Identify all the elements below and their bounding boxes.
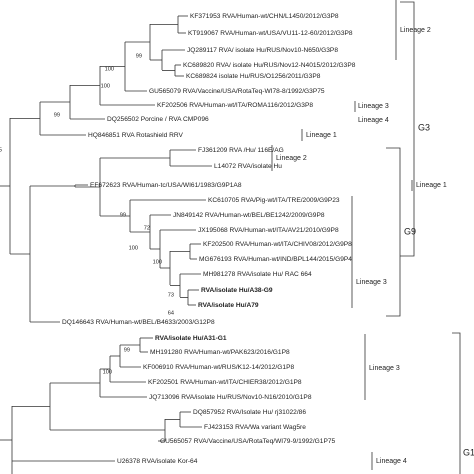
leaf-label: KF202500 RVA/Human-wt/ITA/CHIV08/2012/G9… [203,241,352,248]
leaf-label: RVA/isolate Hu/A79 [198,302,259,309]
leaf-label: DQ857952 RVA/Isolate Hu/ rj31022/86 [193,409,306,416]
leaf-label: GU565079 RVA/Vaccine/USA/RotaTeq-WI78-8/… [149,88,325,95]
lineage-label: Lineage 2 [400,27,431,34]
leaf-label: JX195068 RVA/Human-wt/ITA/AV21/2010/G9P8 [198,227,339,234]
leaf-label: KC689824 isolate Hu/RUS/O1256/2011/G3P8 [186,73,321,80]
genotype-bracket [452,332,461,474]
lineage-label: Lineage 2 [276,155,307,162]
leaf-label: U26378 RVA/isolate Kor-64 [117,458,198,465]
bootstrap-value: 100 [153,259,162,265]
leaf-label: L14072 RVA/isolate Hu [214,163,282,170]
leaf-label: DQ256502 Porcine / RVA CMP096 [107,116,209,123]
bootstrap-value: 100 [103,369,112,375]
genotype-label: G9 [404,226,416,236]
leaf-label: MH981278 RVA/isolate Hu/ RAC 664 [203,271,312,278]
genotype-label: G3 [418,122,430,132]
bootstrap-value: 72 [144,225,150,231]
lineage-label: Lineage 4 [376,458,407,465]
bootstrap-value: 64 [168,310,174,316]
leaf-label: MH191280 RVA/Human-wt/PAK623/2016/G1P8 [150,349,290,356]
leaf-label: FJ423153 RVA/Wa variant Wag5re [204,424,306,431]
genotype-bracket [400,1,415,257]
bootstrap-value: 99 [54,112,60,118]
leaf-label: HQ846851 RVA Rotashield RRV [88,132,184,139]
leaf-label: JN849142 RVA/Human-wt/BEL/BE1242/2009/G9… [173,212,325,219]
leaf-label: DQ146643 RVA/Human-wt/BEL/B4633/2003/G12… [62,319,215,326]
leaf-label: KF202501 RVA/Human-wt/ITA/CHIER38/2012/G… [148,379,302,386]
leaf-label: KT919067 RVA/Human-wt/USA/VU11-12-60/201… [188,30,353,37]
leaf-label: FJ361209 RVA /Hu/ 116E/AG [198,147,284,154]
leaf-label: KC610705 RVA/Pig-wt/ITA/TRE/2009/G9P23 [208,197,340,204]
bootstrap-value: 73 [168,292,174,298]
leaf-label: KF371953 RVA/Human-wt/CHN/L1450/2012/G3P… [190,13,339,20]
bootstrap-value: 55 [0,147,2,153]
genotype-bracket [386,147,401,317]
lineage-label: Lineage 1 [416,182,447,189]
bootstrap-value: 99 [124,347,130,353]
leaf-label: KF006910 RVA/Human-wt/RUS/K12-14/2012/G1… [143,364,294,371]
lineage-label: Lineage 4 [358,117,389,124]
leaf-label: MG676193 RVA/Human-wt/IND/BPL144/2015/G9… [199,256,352,263]
lineage-label: Lineage 1 [306,132,337,139]
leaf-label: EF672623 RVA/Human-tc/USA/WI61/1983/G9P1… [90,182,242,189]
leaf-label: RVA/isolate Hu/A38-G9 [201,287,273,294]
bootstrap-value: 100 [105,66,114,72]
lineage-label: Lineage 3 [358,103,389,110]
leaf-label: JQ289117 RVA/ isolate Hu/RUS/Nov10-N650/… [187,47,338,54]
leaf-label: KF202506 RVA/Human-wt/ITA/ROMA116/2012/G… [157,102,313,109]
lineage-label: Lineage 3 [356,279,387,286]
leaf-label: RVA/isolate Hu/A31-G1 [155,335,227,342]
bootstrap-value: 100 [129,245,138,251]
leaf-label: GU565057 RVA/Vaccine/USA/RotaTeq/WI79-9/… [160,438,336,445]
tree-branches [0,15,212,474]
lineage-label: Lineage 3 [369,365,400,372]
bootstrap-value: 99 [120,212,126,218]
leaf-label: JQ713096 RVA/isolate Hu/RUS/Nov10-N16/20… [149,394,312,401]
bootstrap-value: 100 [101,83,110,89]
bootstrap-value: 99 [136,53,142,59]
leaf-label: KC689820 RVA/ isolate Hu/RUS/Nov12-N4015… [183,62,356,69]
genotype-label: G1 [463,447,474,457]
